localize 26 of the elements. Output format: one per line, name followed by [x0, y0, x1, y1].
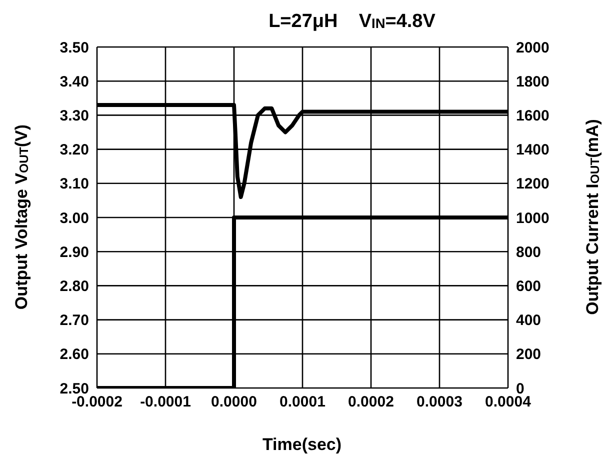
y-tick-label: 3.10	[60, 176, 89, 193]
y2-tick-label: 1400	[516, 142, 550, 159]
x-axis-title: Time(sec)	[262, 435, 342, 454]
y-tick-label: 3.40	[60, 73, 89, 90]
y2-tick-label: 400	[516, 312, 542, 330]
y2-tick-label: 1800	[516, 73, 550, 90]
y-tick-label: 2.60	[60, 346, 89, 364]
y-tick-label: 3.30	[60, 108, 89, 125]
y-tick-label: 2.90	[60, 244, 89, 261]
x-tick-label: 0.0001	[280, 394, 326, 411]
y2-tick-label: 2000	[516, 39, 550, 56]
y-tick-label: 3.00	[60, 210, 89, 227]
y-tick-label: 2.80	[60, 278, 89, 296]
y-tick-label: 3.50	[60, 39, 89, 56]
y2-tick-label: 800	[516, 244, 542, 261]
y2-tick-label: 1000	[516, 210, 550, 227]
x-tick-label: -0.0001	[140, 394, 191, 411]
y2-tick-label: 1600	[516, 108, 550, 125]
y-tick-label: 2.70	[60, 312, 89, 330]
x-tick-label: 0.0000	[211, 394, 257, 411]
x-tick-label: 0.0003	[416, 394, 462, 411]
y2-tick-label: 600	[516, 278, 542, 296]
y2-tick-label: 200	[516, 346, 542, 364]
y2-tick-label: 1200	[516, 176, 550, 193]
y-tick-label: 3.20	[60, 142, 89, 159]
x-tick-label: 0.0002	[348, 394, 394, 411]
